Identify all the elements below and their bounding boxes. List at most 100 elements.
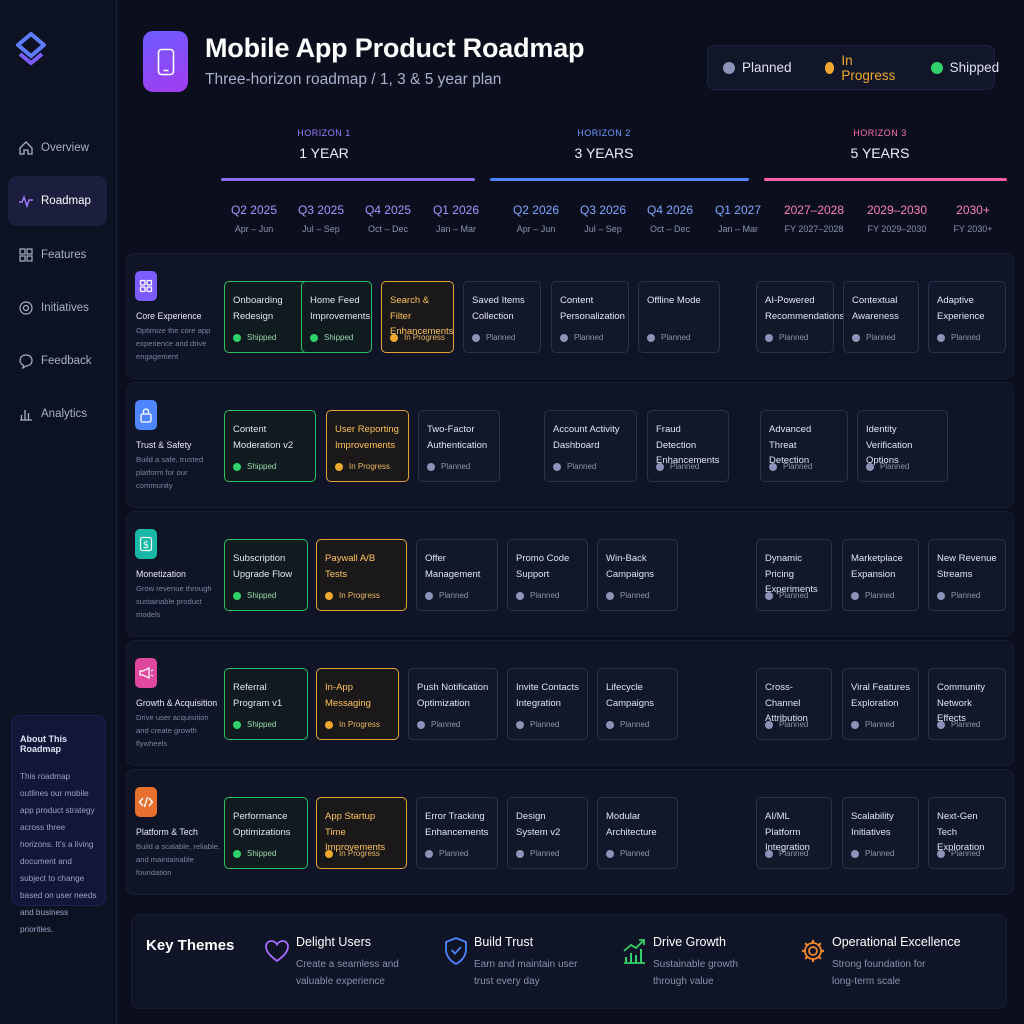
roadmap-card[interactable]: Referral Program v1 Shipped — [224, 668, 308, 740]
legend-label: Planned — [742, 60, 792, 75]
horizon-label: HORIZON 1 — [297, 128, 351, 138]
card-title: Next-Gen Tech Exploration — [937, 811, 985, 853]
sidebar-item-analytics[interactable]: Analytics — [8, 389, 107, 439]
roadmap-card[interactable]: Content Moderation v2 Shipped — [224, 410, 316, 482]
status-label: Planned — [530, 720, 560, 729]
status-dot — [606, 720, 614, 729]
status-badge: Planned — [851, 720, 910, 729]
card-title: Viral Features Exploration — [851, 682, 910, 709]
roadmap-card[interactable]: Dynamic Pricing Experiments Planned — [756, 539, 832, 611]
status-badge: In Progress — [325, 591, 398, 600]
status-dot — [560, 333, 568, 342]
svg-text:$: $ — [143, 540, 149, 551]
status-dot — [553, 462, 561, 471]
sidebar-item-roadmap[interactable]: Roadmap — [8, 176, 107, 226]
roadmap-card[interactable]: Marketplace Expansion Planned — [842, 539, 919, 611]
roadmap-card[interactable]: Design System v2 Planned — [507, 797, 588, 869]
roadmap-card[interactable]: Saved Items Collection Planned — [463, 281, 541, 353]
status-dot — [866, 462, 874, 471]
roadmap-card[interactable]: Home Feed Improvements Shipped — [301, 281, 372, 353]
status-label: Planned — [530, 849, 560, 858]
quarter-column-header: Q1 2026 Jan – Mar — [416, 203, 496, 234]
status-badge: Planned — [765, 849, 823, 858]
roadmap-card[interactable]: Win-Back Campaigns Planned — [597, 539, 678, 611]
roadmap-card[interactable]: Modular Architecture Planned — [597, 797, 678, 869]
status-label: Planned — [670, 462, 700, 471]
legend-planned: Planned — [723, 60, 792, 75]
status-badge: In Progress — [325, 720, 390, 729]
status-dot — [472, 333, 480, 342]
roadmap-card[interactable]: In-App Messaging In Progress — [316, 668, 399, 740]
grid-icon — [135, 271, 157, 301]
status-badge: Planned — [516, 849, 579, 858]
gear-icon — [802, 940, 824, 962]
status-label: In Progress — [339, 591, 380, 600]
status-label: Shipped — [247, 333, 277, 342]
status-dot — [851, 720, 859, 729]
roadmap-card[interactable]: Advanced Threat Detection Planned — [760, 410, 848, 482]
roadmap-card[interactable]: Lifecycle Campaigns Planned — [597, 668, 678, 740]
status-badge: Shipped — [233, 849, 299, 858]
status-label: Planned — [951, 333, 981, 342]
status-dot — [325, 849, 333, 858]
roadmap-card[interactable]: Promo Code Support Planned — [507, 539, 588, 611]
status-label: In Progress — [339, 720, 380, 729]
status-badge: Planned — [516, 591, 579, 600]
roadmap-card[interactable]: Contextual Awareness Planned — [843, 281, 919, 353]
quarter-range: Jul – Sep — [302, 224, 340, 234]
roadmap-card[interactable]: Search & Filter Enhancements In Progress — [381, 281, 454, 353]
status-dot — [851, 591, 859, 600]
roadmap-card[interactable]: Viral Features Exploration Planned — [842, 668, 919, 740]
roadmap-card[interactable]: Paywall A/B Tests In Progress — [316, 539, 407, 611]
roadmap-card[interactable]: Offline Mode Planned — [638, 281, 720, 353]
roadmap-card[interactable]: Fraud Detection Enhancements Planned — [647, 410, 729, 482]
sidebar-item-features[interactable]: Features — [8, 230, 107, 280]
card-title: In-App Messaging — [325, 682, 371, 709]
status-dot — [937, 849, 945, 858]
status-badge: Planned — [937, 591, 997, 600]
status-badge: Planned — [765, 333, 825, 342]
quarter-range: Oct – Dec — [367, 224, 408, 234]
roadmap-card[interactable]: Scalability Initiatives Planned — [842, 797, 919, 869]
status-label: Planned — [779, 591, 809, 600]
logo-icon[interactable] — [16, 32, 46, 72]
lock-icon — [135, 400, 157, 430]
roadmap-card[interactable]: Offer Management Planned — [416, 539, 498, 611]
roadmap-card[interactable]: Content Personalization Planned — [551, 281, 629, 353]
roadmap-card[interactable]: Cross-Channel Attribution Planned — [756, 668, 832, 740]
card-title: Account Activity Dashboard — [553, 424, 620, 451]
roadmap-card[interactable]: Subscription Upgrade Flow Shipped — [224, 539, 308, 611]
roadmap-card[interactable]: App Startup Time Improvements In Progress — [316, 797, 407, 869]
roadmap-card[interactable]: Two-Factor Authentication Planned — [418, 410, 500, 482]
theme-title: Operational Excellence — [832, 935, 961, 949]
theme-title: Build Trust — [474, 935, 534, 949]
quarter-name: Q3 2026 — [579, 203, 627, 217]
roadmap-card[interactable]: User Reporting Improvements In Progress — [326, 410, 409, 482]
roadmap-card[interactable]: Identity Verification Options Planned — [857, 410, 948, 482]
roadmap-card[interactable]: AI-Powered Recommendations Planned — [756, 281, 844, 353]
roadmap-card[interactable]: Invite Contacts Integration Planned — [507, 668, 588, 740]
status-dot — [325, 591, 333, 600]
status-dot — [937, 591, 945, 600]
sidebar-item-overview[interactable]: Overview — [8, 123, 107, 173]
sidebar-item-feedback[interactable]: Feedback — [8, 336, 107, 386]
sidebar-item-initiatives[interactable]: Initiatives — [8, 283, 107, 333]
card-title: Referral Program v1 — [233, 682, 283, 709]
roadmap-card[interactable]: New Revenue Streams Planned — [928, 539, 1006, 611]
roadmap-card[interactable]: Error Tracking Enhancements Planned — [416, 797, 498, 869]
roadmap-card[interactable]: Performance Optimizations Shipped — [224, 797, 308, 869]
status-label: Planned — [865, 720, 895, 729]
roadmap-card[interactable]: Push Notification Optimization Planned — [408, 668, 498, 740]
status-label: Planned — [620, 849, 650, 858]
status-dot — [851, 849, 859, 858]
row-description: Grow revenue through sustainable product… — [136, 584, 212, 619]
card-title: Invite Contacts Integration — [516, 682, 579, 709]
status-label: Planned — [865, 849, 895, 858]
roadmap-card[interactable]: AI/ML Platform Integration Planned — [756, 797, 832, 869]
roadmap-card[interactable]: Account Activity Dashboard Planned — [544, 410, 637, 482]
status-label: Planned — [865, 591, 895, 600]
roadmap-card[interactable]: Adaptive Experience Planned — [928, 281, 1006, 353]
roadmap-card[interactable]: Next-Gen Tech Exploration Planned — [928, 797, 1006, 869]
roadmap-card[interactable]: Community Network Effects Planned — [928, 668, 1006, 740]
in-progress-dot — [824, 61, 835, 74]
